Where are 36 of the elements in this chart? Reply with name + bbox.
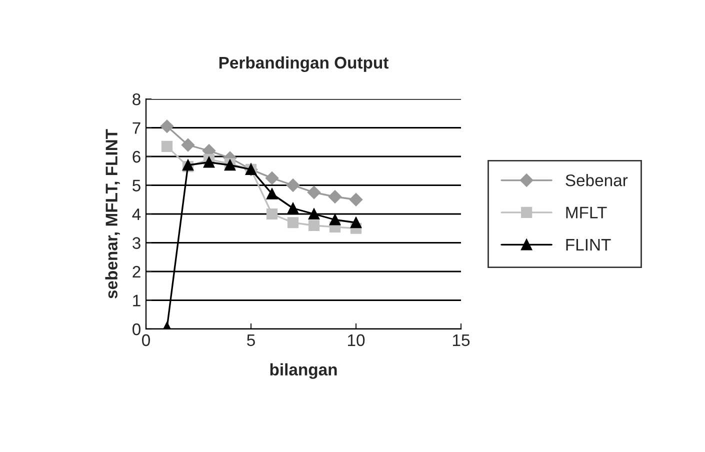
- point: [308, 220, 320, 232]
- point: [286, 178, 300, 192]
- x-axis-title: bilangan: [270, 363, 337, 379]
- y-tick-label: 3: [132, 237, 140, 249]
- y-axis-title: sebenar, MFLT, FLINT: [105, 129, 120, 298]
- point: [265, 171, 279, 185]
- chart-title: Perbandingan Output: [219, 56, 388, 72]
- y-tick-label: 8: [132, 93, 140, 106]
- x-tick-label: 15: [453, 334, 470, 346]
- point: [350, 217, 362, 228]
- point: [308, 208, 320, 220]
- y-tick-label: 6: [132, 150, 140, 163]
- point: [266, 208, 278, 220]
- point: [203, 156, 215, 168]
- legend-label: MFLT: [566, 206, 607, 218]
- y-tick-label: 4: [132, 208, 141, 220]
- point: [266, 188, 278, 200]
- point: [287, 217, 299, 228]
- legend-label: FLINT: [566, 239, 611, 251]
- x-tick-label: 10: [348, 334, 365, 346]
- legend-label: Sebenar: [566, 174, 628, 186]
- point: [328, 190, 342, 204]
- point: [307, 186, 321, 200]
- point: [349, 193, 363, 206]
- y-tick-label: 1: [133, 294, 140, 306]
- y-tick-label: 7: [132, 122, 140, 134]
- point: [161, 140, 173, 152]
- y-tick-label: 2: [132, 266, 140, 278]
- y-tick-label: 5: [132, 180, 140, 192]
- point: [287, 202, 299, 214]
- x-tick-label: 0: [142, 334, 150, 346]
- point: [160, 120, 174, 133]
- x-tick-label: 5: [247, 334, 255, 346]
- point: [329, 214, 341, 226]
- y-tick-label: 0: [132, 323, 140, 336]
- point: [181, 138, 195, 152]
